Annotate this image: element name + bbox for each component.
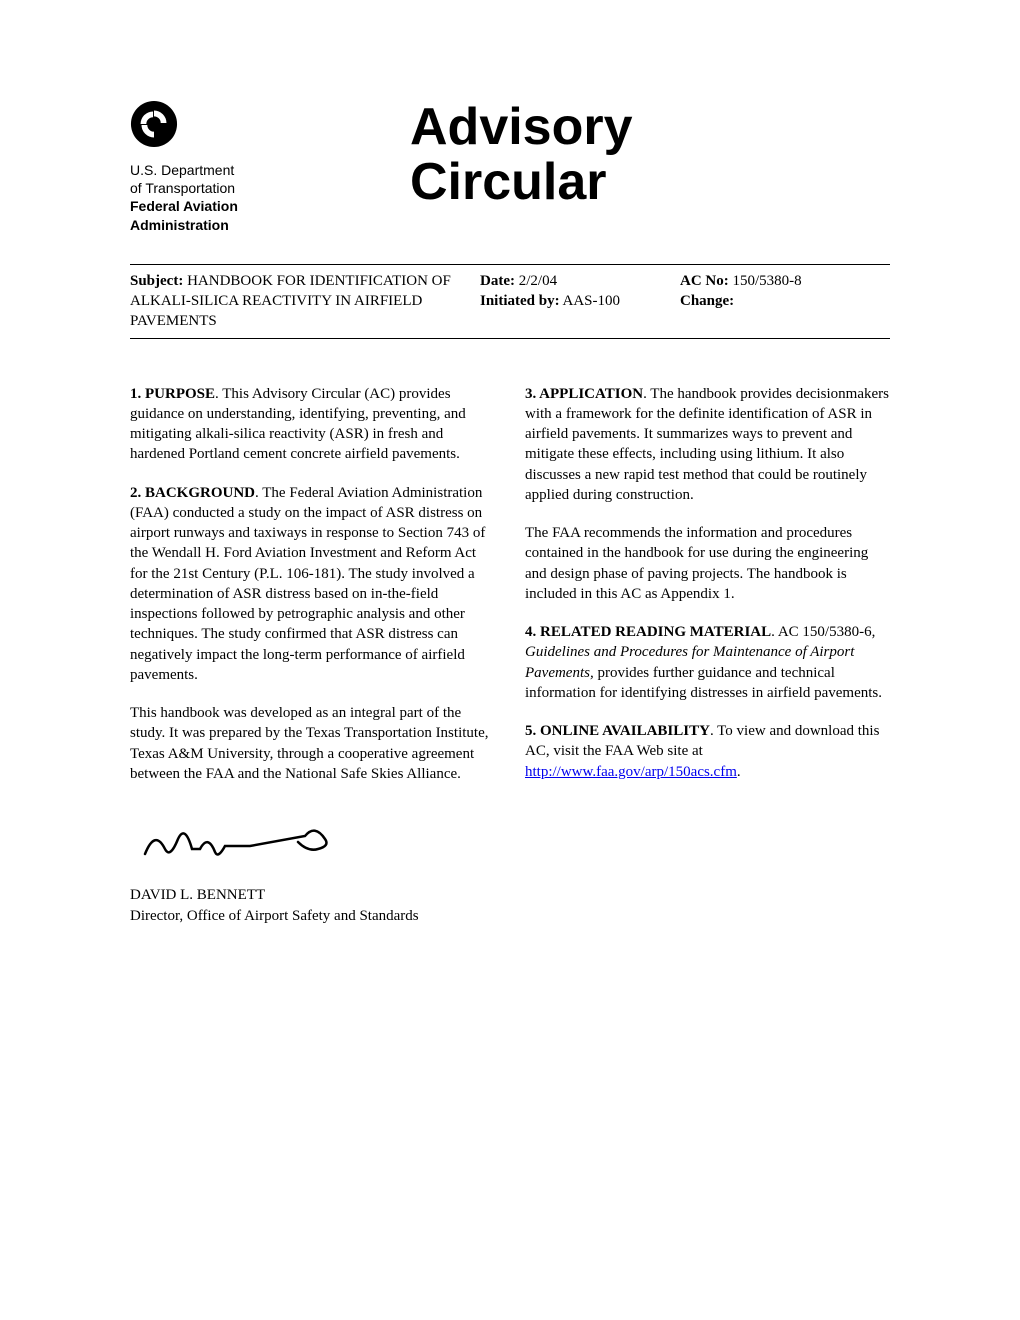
column-left: 1. PURPOSE. This Advisory Circular (AC) … [130, 384, 495, 926]
change-row: Change: [680, 291, 890, 311]
title-line-1: Advisory [410, 100, 633, 155]
background-head: 2. BACKGROUND [130, 485, 255, 501]
department-block: U.S. Department of Transportation Federa… [130, 100, 410, 234]
related-head: 4. RELATED READING MATERIAL [525, 624, 771, 640]
signatory-title: Director, Office of Airport Safety and S… [130, 906, 495, 926]
change-label: Change: [680, 293, 734, 309]
background-body: . The Federal Aviation Administration (F… [130, 485, 485, 683]
agency-line-1: Federal Aviation [130, 197, 410, 215]
subject-cell: Subject: HANDBOOK FOR IDENTIFICATION OF … [130, 271, 480, 332]
section-background-2: This handbook was developed as an integr… [130, 703, 495, 784]
initiated-row: Initiated by: AAS-100 [480, 291, 680, 311]
subject-row: Subject: HANDBOOK FOR IDENTIFICATION OF … [130, 271, 890, 332]
department-text: U.S. Department of Transportation Federa… [130, 161, 410, 234]
column-right: 3. APPLICATION. The handbook provides de… [525, 384, 890, 926]
online-head: 5. ONLINE AVAILABILITY [525, 723, 710, 739]
meta-date-initiated: Date: 2/2/04 Initiated by: AAS-100 [480, 271, 680, 332]
agency-line-2: Administration [130, 216, 410, 234]
online-tail: . [737, 764, 741, 780]
application-head: 3. APPLICATION [525, 386, 643, 402]
acno-label: AC No: [680, 273, 729, 289]
acno-value: 150/5380-8 [729, 273, 802, 289]
dept-line-1: U.S. Department [130, 161, 410, 179]
purpose-head: 1. PURPOSE [130, 386, 215, 402]
date-value: 2/2/04 [515, 273, 557, 289]
date-label: Date: [480, 273, 515, 289]
section-background: 2. BACKGROUND. The Federal Aviation Admi… [130, 483, 495, 686]
application-body: . The handbook provides decisionmakers w… [525, 386, 889, 503]
signature-block: DAVID L. BENNETT Director, Office of Air… [130, 814, 495, 926]
section-online: 5. ONLINE AVAILABILITY. To view and down… [525, 721, 890, 782]
document-title: Advisory Circular [410, 100, 633, 209]
signature-icon [130, 814, 350, 869]
header: U.S. Department of Transportation Federa… [130, 100, 890, 234]
initiated-label: Initiated by: [480, 293, 560, 309]
online-link[interactable]: http://www.faa.gov/arp/150acs.cfm [525, 764, 737, 780]
dept-line-2: of Transportation [130, 179, 410, 197]
section-application: 3. APPLICATION. The handbook provides de… [525, 384, 890, 506]
divider-top [130, 264, 890, 265]
acno-row: AC No: 150/5380-8 [680, 271, 890, 291]
background-body-2: This handbook was developed as an integr… [130, 705, 488, 782]
body-columns: 1. PURPOSE. This Advisory Circular (AC) … [130, 384, 890, 926]
divider-bottom [130, 338, 890, 339]
section-related: 4. RELATED READING MATERIAL. AC 150/5380… [525, 622, 890, 703]
section-application-2: The FAA recommends the information and p… [525, 523, 890, 604]
related-cite: . AC 150/5380-6, [771, 624, 875, 640]
title-line-2: Circular [410, 155, 633, 210]
subject-label: Subject: [130, 273, 183, 289]
dot-logo-icon [130, 100, 178, 148]
application-body-2: The FAA recommends the information and p… [525, 525, 868, 602]
initiated-value: AAS-100 [560, 293, 620, 309]
meta-acno-change: AC No: 150/5380-8 Change: [680, 271, 890, 332]
date-row: Date: 2/2/04 [480, 271, 680, 291]
signatory-name: DAVID L. BENNETT [130, 885, 495, 905]
section-purpose: 1. PURPOSE. This Advisory Circular (AC) … [130, 384, 495, 465]
